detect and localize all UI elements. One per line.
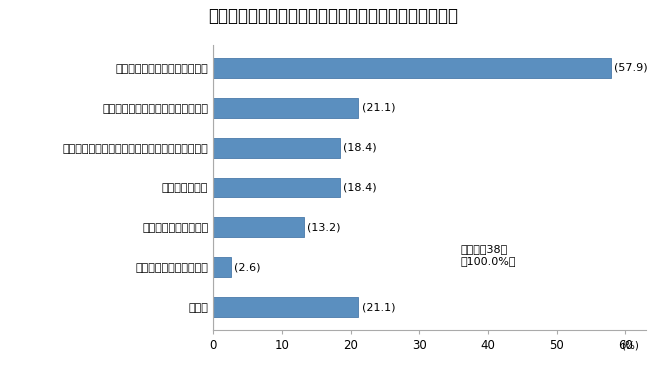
Bar [213,177,340,198]
Text: (21.1): (21.1) [362,103,395,113]
Bar [213,257,231,277]
Text: (2.6): (2.6) [234,262,261,272]
Text: 図７　農福連携に取り組むことによる効果（複数回答）: 図７ 農福連携に取り組むことによる効果（複数回答） [208,8,458,26]
Text: (57.9): (57.9) [615,63,648,73]
Text: (18.4): (18.4) [343,142,376,153]
Bar [213,217,304,237]
Text: (13.2): (13.2) [307,222,341,232]
Text: 農業者：38人
（100.0%）: 農業者：38人 （100.0%） [460,244,516,266]
Text: (%): (%) [621,341,639,351]
Text: (21.1): (21.1) [362,302,395,312]
Bar [213,138,340,158]
Bar [213,58,611,78]
Bar [213,98,358,118]
Bar [213,297,358,317]
Text: (18.4): (18.4) [343,183,376,192]
